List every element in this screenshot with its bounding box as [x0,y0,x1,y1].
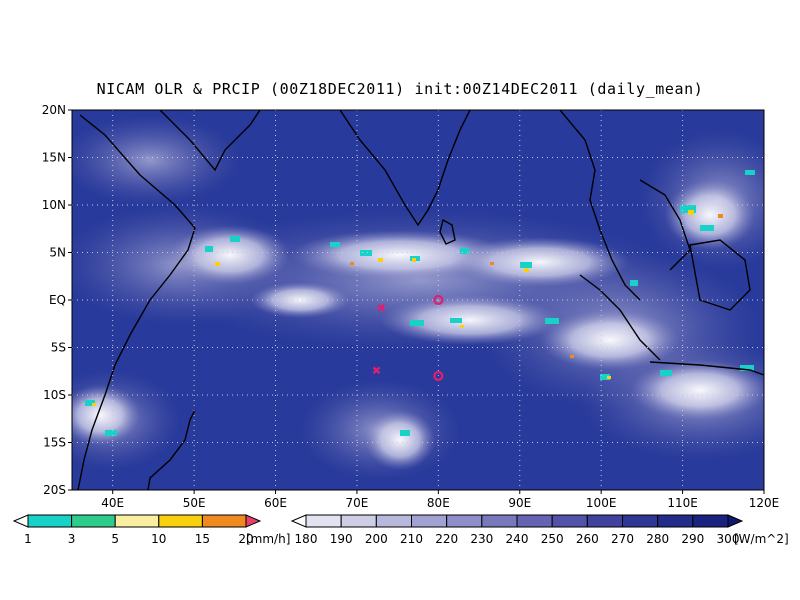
lat-tick-label: 10S [43,388,66,402]
colorbar-label: 15 [195,532,210,546]
lat-tick-label: 20N [42,103,66,117]
colorbar-box [657,514,694,528]
colorbar-label: 280 [646,532,669,546]
india-coast [339,110,471,227]
lon-tick-label: 100E [586,496,617,510]
colorbar-label: 250 [541,532,564,546]
olr-colorbar: 180 190 200 210 220 230 240 250 260 270 280 290 300[… [290,514,789,546]
colorbar-label: 10 [151,532,166,546]
arabia-coast [159,110,261,172]
map-title: NICAM OLR & PRCIP (00Z18DEC2011) init:00… [96,80,704,98]
longitude-axis: 40E 50E 60E 70E 80E 90E 100E 110E 120E [101,490,779,510]
precip-field [85,170,755,436]
colorbar-label: 220 [435,532,458,546]
colorbar-box [27,514,73,528]
circle-marker [433,294,444,306]
lat-tick-label: 15S [43,436,66,450]
cross-marker [372,366,381,375]
colorbar-label: 240 [506,532,529,546]
colorbar-label: 270 [611,532,634,546]
colorbar-box [71,514,116,528]
storm-markers [372,294,444,382]
colorbar-unit: [W/m^2] [734,532,789,546]
circle-marker [433,370,444,382]
colorbar-unit: [mm/h] [246,532,290,546]
lat-tick-label: EQ [49,293,66,307]
colorbar-label: 190 [330,532,353,546]
lon-tick-label: 90E [508,496,531,510]
colorbar-box [586,514,623,528]
colorbar-low-arrow [12,514,29,528]
lon-tick-label: 70E [346,496,369,510]
colorbar-box [622,514,659,528]
colorbar-high-arrow [727,514,744,528]
colorbar-label: 300 [717,532,740,546]
borneo-coast [689,239,751,311]
colorbar-low-arrow [290,514,307,528]
colorbar-label: 200 [365,532,388,546]
lat-tick-label: 5S [51,341,66,355]
colorbar-box [446,514,483,528]
precip-colorbar: 1 3 5 10 15 20[mm/h] [12,514,290,546]
colorbar-label: 20 [238,532,253,546]
lon-tick-label: 110E [667,496,698,510]
java-coast [649,361,764,376]
colorbar-box [158,514,203,528]
colorbar-label: 180 [295,532,318,546]
sri-lanka-coast [439,218,456,245]
colorbar-box [481,514,518,528]
colorbar-box [551,514,588,528]
colorbar-label: 290 [681,532,704,546]
colorbar-label: 260 [576,532,599,546]
lon-tick-label: 40E [101,496,124,510]
indochina-coast [559,110,641,301]
lon-tick-label: 50E [183,496,206,510]
olr-cloud-field [72,115,764,480]
cross-marker [377,303,386,312]
colorbar-label: 3 [68,532,76,546]
lon-tick-label: 60E [264,496,287,510]
colorbar-box [340,514,377,528]
colorbar-box [305,514,342,528]
colorbar-box [516,514,553,528]
colorbar-box [201,514,247,528]
colorbar-box [114,514,160,528]
colorbar-label: 5 [111,532,119,546]
sumatra-coast [579,274,661,361]
lat-tick-label: 5N [49,246,66,260]
lat-tick-label: 20S [43,483,66,497]
colorbar-box [692,514,729,528]
lon-tick-label: 120E [749,496,780,510]
colorbar-label: 230 [470,532,493,546]
latitude-axis: 20N 15N 10N 5N EQ 5S 10S 15S 20S [42,103,72,497]
lon-tick-label: 80E [427,496,450,510]
map-grid [72,110,764,490]
vietnam-coast [639,179,691,271]
coastlines [77,110,764,490]
africa-coast [77,114,196,490]
map-plot-area [72,110,764,490]
colorbar-box [411,514,448,528]
lat-tick-label: 15N [42,151,66,165]
lat-tick-label: 10N [42,198,66,212]
colorbar-label: 210 [400,532,423,546]
colorbar-high-arrow [245,514,262,528]
colorbar-label: 1 [24,532,32,546]
colorbar-box [375,514,413,528]
madagascar-coast [147,409,196,490]
